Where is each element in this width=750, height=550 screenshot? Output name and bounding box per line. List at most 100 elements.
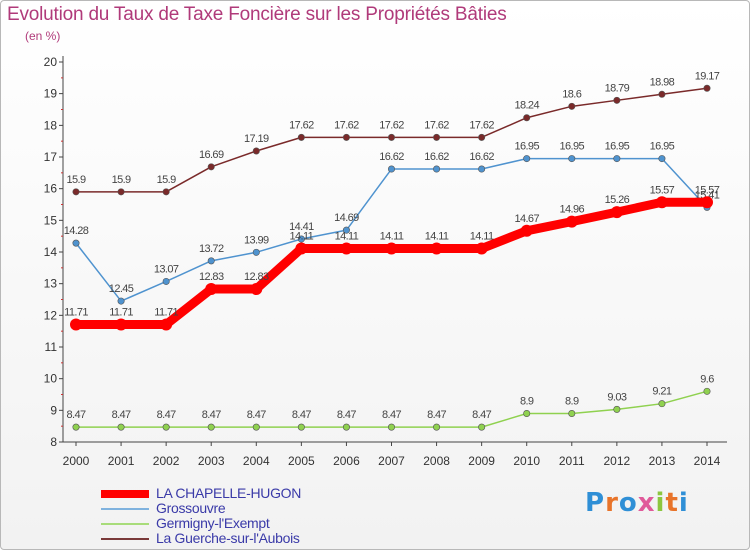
data-point <box>478 165 486 173</box>
data-label: 14.11 <box>380 231 404 243</box>
data-label: 14.11 <box>470 231 494 243</box>
legend-swatch <box>101 523 149 525</box>
unit-label: (en %) <box>25 29 61 43</box>
x-tick-label: 2012 <box>604 454 631 468</box>
data-label: 18.24 <box>514 100 539 112</box>
data-point <box>252 248 260 256</box>
y-tick-label: 11 <box>45 340 58 354</box>
series-germigny-l-exempt: 8.47 8.47 8.47 8.47 8.47 8.47 8.47 8.47 8.47 8.47… <box>66 373 715 431</box>
y-tick-label: 16 <box>44 182 58 196</box>
data-label: 17.19 <box>244 133 269 145</box>
data-point <box>475 242 488 255</box>
series-grossouvre: 14.28 12.45 13.07 13.72 13.99 14.41 14.69 16.62… <box>64 141 720 305</box>
data-label: 17.62 <box>379 119 404 131</box>
data-point <box>655 196 668 209</box>
x-tick-label: 2001 <box>108 454 135 468</box>
data-point <box>162 188 170 196</box>
data-point <box>295 242 308 255</box>
data-label: 13.07 <box>154 263 179 275</box>
data-point <box>478 133 486 141</box>
x-tick-label: 2014 <box>694 454 721 468</box>
proxiti-logo: Proxiti <box>585 488 689 518</box>
data-point <box>297 423 305 431</box>
data-point <box>385 242 398 255</box>
data-point <box>160 318 173 331</box>
data-point <box>568 155 576 163</box>
x-tick-label: 2011 <box>559 454 585 468</box>
data-point <box>387 423 395 431</box>
data-label: 8.47 <box>472 409 491 421</box>
data-point <box>568 102 576 110</box>
data-point <box>250 283 263 296</box>
data-label: 18.79 <box>605 82 630 94</box>
data-label: 17.62 <box>469 119 494 131</box>
data-label: 14.11 <box>425 231 449 243</box>
data-point <box>565 215 578 228</box>
data-label: 14.11 <box>289 231 313 243</box>
data-label: 15.26 <box>605 194 630 206</box>
data-label: 14.69 <box>334 212 359 224</box>
legend-swatch <box>101 490 149 498</box>
logo-letter: t <box>665 488 679 518</box>
y-tick-label: 12 <box>44 308 58 322</box>
y-tick-label: 8 <box>50 435 57 449</box>
legend-label: Grossouvre <box>156 500 226 516</box>
data-label: 11.71 <box>154 307 178 319</box>
data-point <box>701 196 713 209</box>
data-point <box>252 147 260 155</box>
x-tick-label: 2006 <box>333 454 360 468</box>
y-tick-label: 13 <box>44 277 58 291</box>
data-point <box>207 163 215 171</box>
data-label: 15.57 <box>695 184 720 196</box>
data-point <box>430 242 443 255</box>
data-point <box>478 423 486 431</box>
data-point <box>297 133 305 141</box>
logo-letter: i <box>655 488 666 518</box>
data-point <box>568 409 576 417</box>
y-tick-label: 15 <box>44 213 58 227</box>
data-point <box>207 257 215 265</box>
data-point <box>523 155 531 163</box>
data-point <box>72 239 80 247</box>
data-label: 17.62 <box>289 119 314 131</box>
x-tick-label: 2013 <box>649 454 676 468</box>
data-point <box>340 242 353 255</box>
x-tick-label: 2010 <box>513 454 540 468</box>
data-point <box>387 165 395 173</box>
data-point <box>117 188 125 196</box>
legend-swatch <box>101 508 149 510</box>
data-point <box>252 423 260 431</box>
data-point <box>703 387 711 395</box>
data-label: 8.47 <box>337 409 356 421</box>
data-label: 16.62 <box>424 151 449 163</box>
data-point <box>342 133 350 141</box>
data-label: 8.47 <box>382 409 401 421</box>
data-point <box>703 84 711 92</box>
data-point <box>523 114 531 122</box>
logo-letter: P <box>585 488 606 518</box>
y-tick-label: 9 <box>50 403 57 417</box>
data-label: 16.95 <box>650 141 675 153</box>
data-label: 16.62 <box>379 151 404 163</box>
data-label: 18.98 <box>650 76 675 88</box>
data-point <box>117 297 125 305</box>
y-tick-label: 20 <box>44 55 58 69</box>
data-point <box>387 133 395 141</box>
data-point <box>610 206 623 219</box>
data-point <box>658 155 666 163</box>
data-label: 14.41 <box>289 221 314 233</box>
data-label: 17.62 <box>334 119 359 131</box>
data-point <box>658 90 666 98</box>
x-tick-label: 2009 <box>468 454 495 468</box>
data-point <box>613 155 621 163</box>
chart-title: Evolution du Taux de Taxe Foncière sur l… <box>7 4 507 25</box>
data-label: 9.21 <box>652 386 671 398</box>
data-label: 8.9 <box>565 396 579 408</box>
x-tick-label: 2002 <box>153 454 180 468</box>
data-label: 15.9 <box>66 174 85 186</box>
legend-label: La Guerche-sur-l'Aubois <box>156 530 300 546</box>
data-point <box>523 409 531 417</box>
y-tick-label: 18 <box>44 118 58 132</box>
x-tick-label: 2000 <box>63 454 90 468</box>
